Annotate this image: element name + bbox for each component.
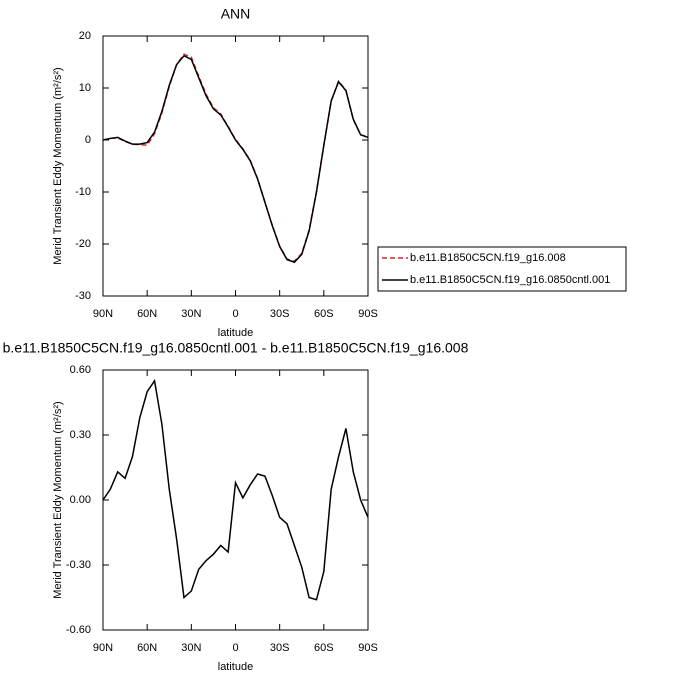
x-axis-label: latitude [218,327,253,339]
y-tick-label: -20 [75,238,91,250]
chart-title: ANN [221,6,251,22]
data-line [102,378,369,601]
chart-title: b.e11.B1850C5CN.f19_g16.0850cntl.001 - b… [3,340,469,356]
x-tick-label: 90S [358,308,378,320]
y-tick-label: 0.30 [70,429,91,441]
y-tick-label: 20 [79,30,91,42]
x-tick-label: 30N [181,308,201,320]
y-tick-label: 10 [79,82,91,94]
y-tick-label: 0.60 [70,364,91,376]
x-axis-label: latitude [218,661,253,673]
legend-label: b.e11.B1850C5CN.f19_g16.008 [410,252,566,264]
y-tick-label: -10 [75,186,91,198]
x-tick-label: 90N [93,308,113,320]
x-tick-label: 60S [314,308,334,320]
x-tick-label: 0 [232,308,238,320]
x-tick-label: 30S [270,308,290,320]
x-tick-label: 60S [314,642,334,654]
legend-label: b.e11.B1850C5CN.f19_g16.0850cntl.001 [410,274,610,286]
y-tick-label: -0.60 [66,624,91,636]
plot-frame [102,35,369,297]
x-tick-label: 60N [137,308,157,320]
x-tick-label: 90S [358,642,378,654]
x-tick-label: 60N [137,642,157,654]
x-tick-label: 30S [270,642,290,654]
y-tick-label: -0.30 [66,559,91,571]
data-line [102,53,369,263]
y-axis-label: Merid Transient Eddy Momentum (m²/s²) [52,401,64,598]
legend-box [377,246,627,292]
y-tick-label: -30 [75,290,91,302]
y-tick-label: 0 [85,134,91,146]
x-tick-label: 0 [232,642,238,654]
x-tick-label: 90N [93,642,113,654]
y-axis-label: Merid Transient Eddy Momentum (m²/s²) [52,67,64,264]
x-tick-label: 30N [181,642,201,654]
data-line [102,54,369,264]
y-tick-label: 0.00 [70,494,91,506]
